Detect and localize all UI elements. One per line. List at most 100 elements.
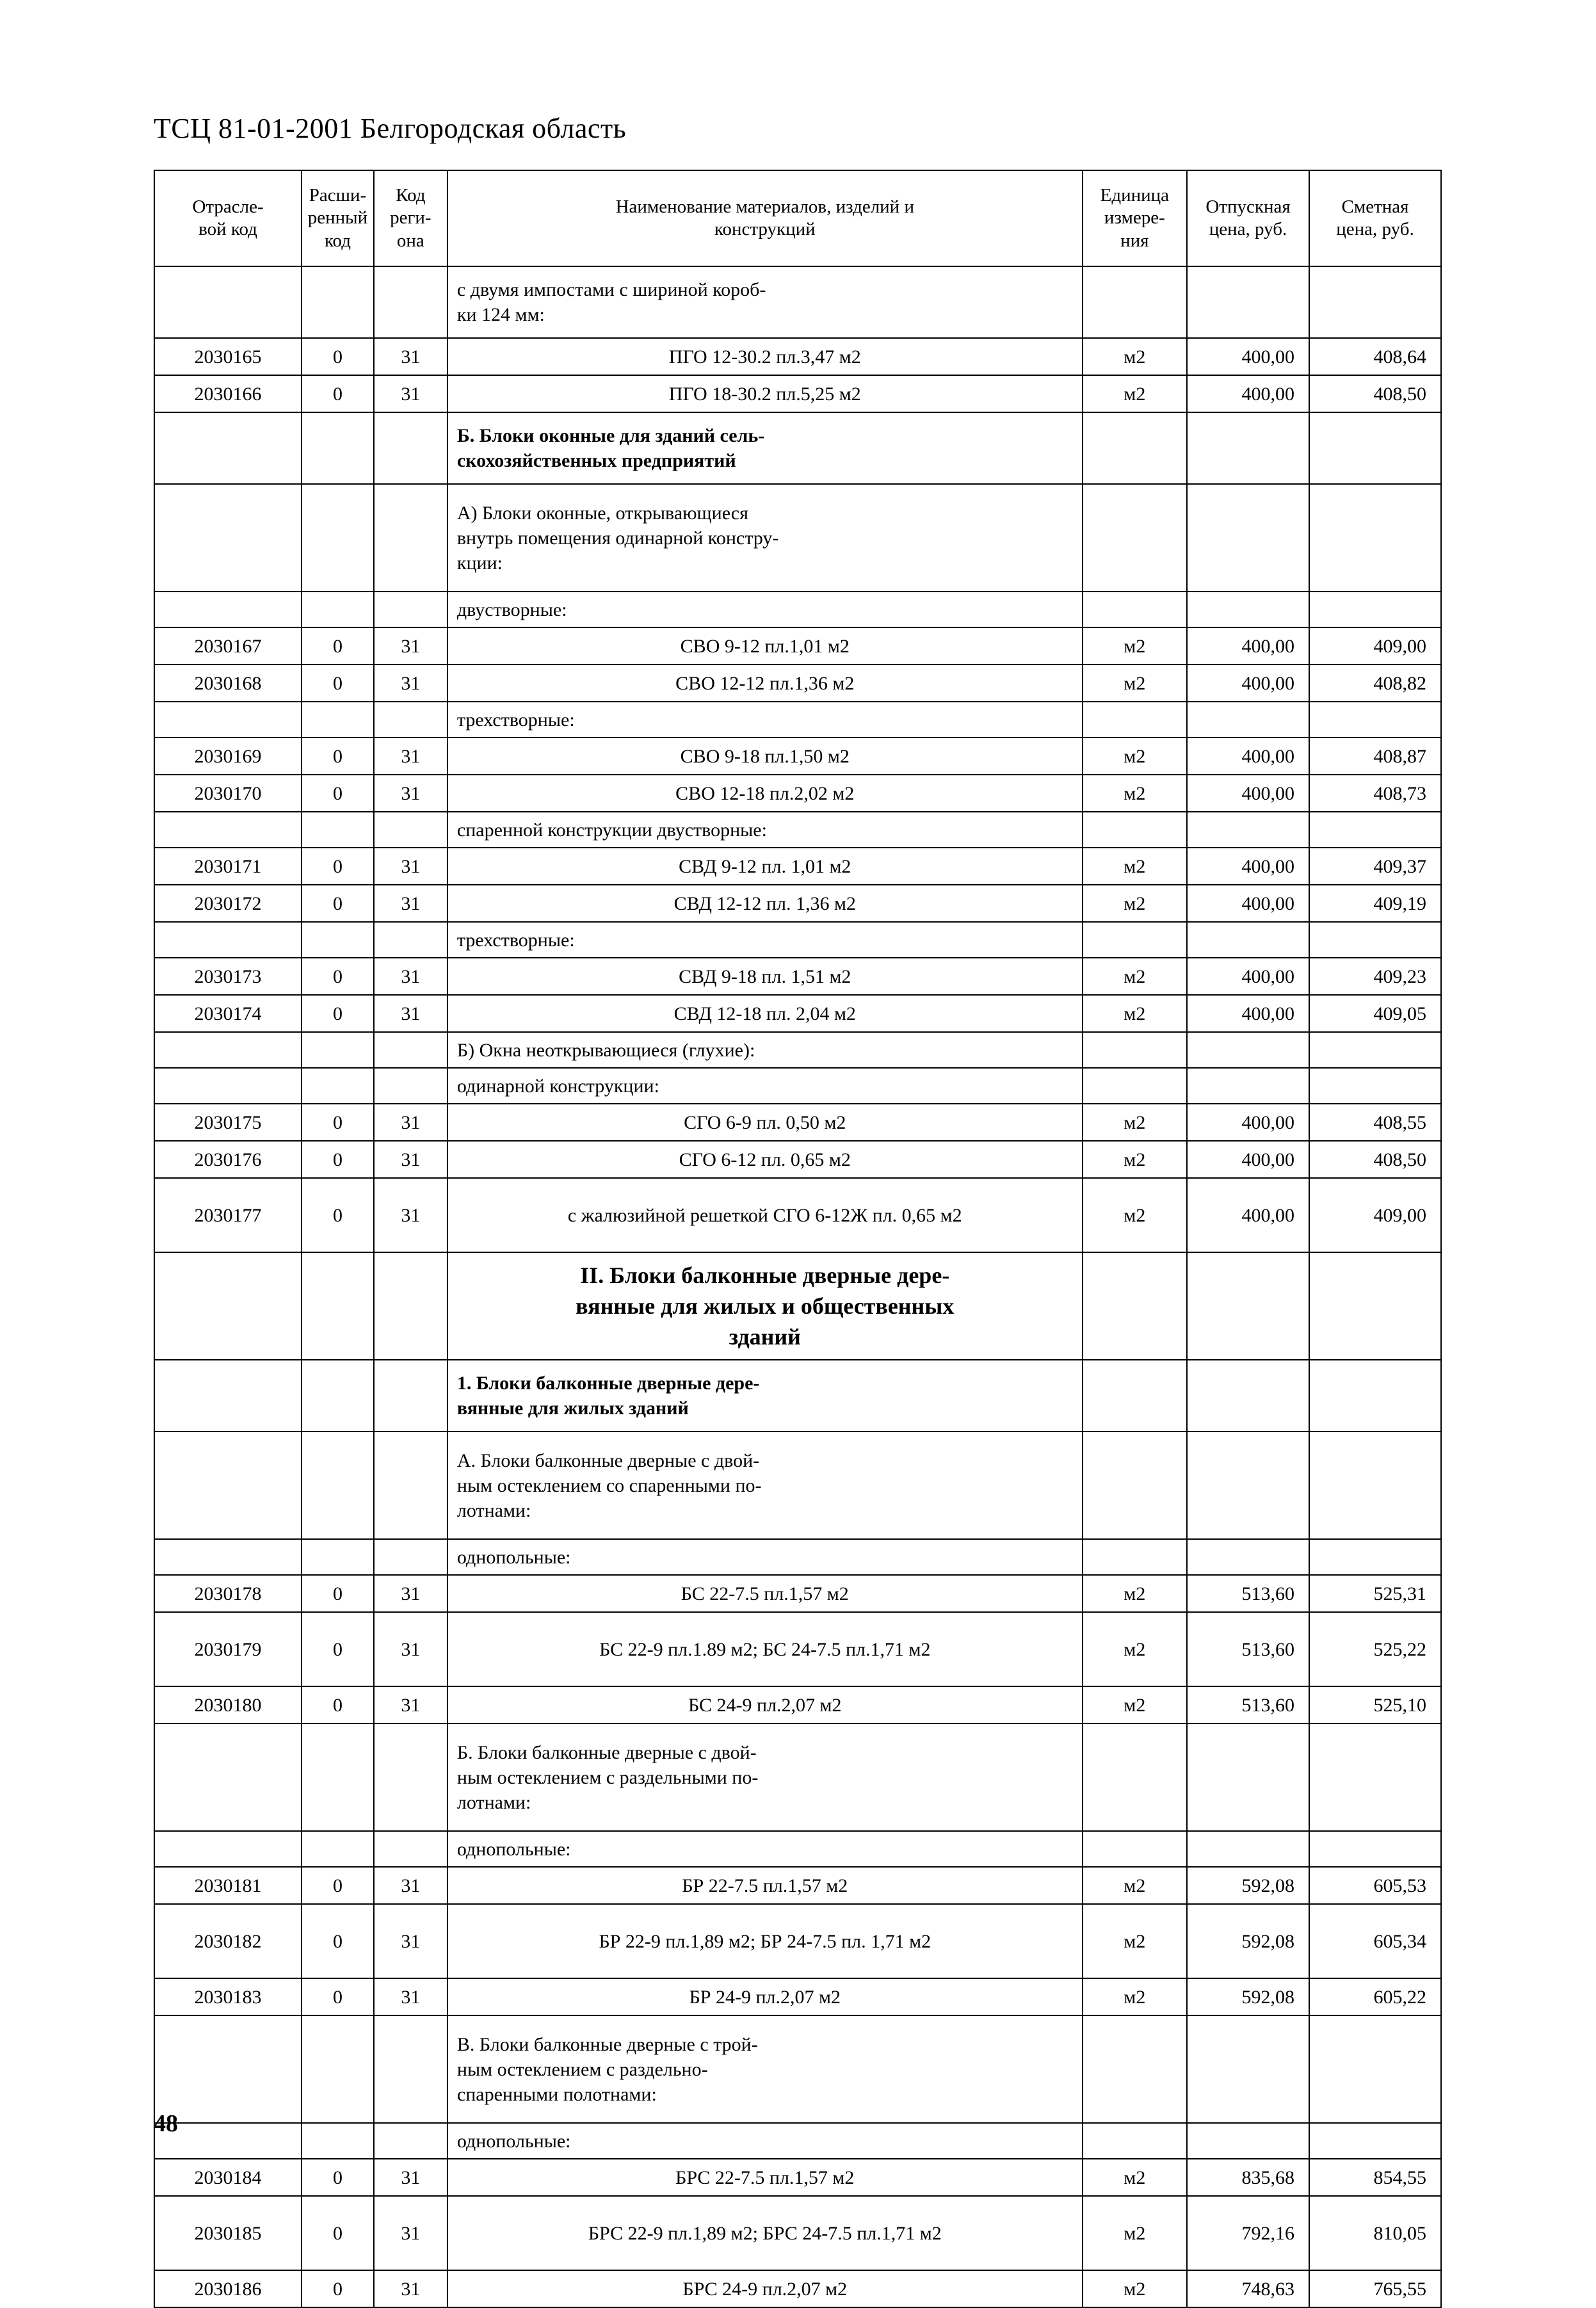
cell-region-code [373,1830,448,1868]
column-header-industry-code: Отрасле-вой код [153,170,303,267]
table-row: 2030173 0 31 СВД 9-18 пл. 1,51 м2 м2 400,00 40… [153,957,1442,996]
cell-unit: м2 [1081,1574,1188,1613]
cell-unit [1081,266,1188,339]
cell-unit: м2 [1081,1177,1188,1253]
table-row: 2030177 0 31 с жалюзийной решеткой СГО 6-12… [153,1177,1442,1253]
cell-region-code: 31 [373,664,448,702]
cell-unit: м2 [1081,375,1188,413]
table-row: 2030186 0 31 БРС 24-9 пл.2,07 м2 м2 748,63 765… [153,2270,1442,2308]
table-row: 2030171 0 31 СВД 9-12 пл. 1,01 м2 м2 400,00 40… [153,847,1442,885]
cell-release-price: 400,00 [1186,994,1310,1033]
cell-industry-code [153,412,303,485]
cell-unit [1081,1538,1188,1576]
cell-name: Б) Окна неоткрывающиеся (глухие): [446,1031,1083,1069]
cell-extended-code [301,1031,375,1069]
cell-industry-code [153,701,303,738]
cell-unit: м2 [1081,2158,1188,2197]
cell-estimate-price: 525,10 [1309,1686,1442,1724]
cell-extended-code: 0 [301,957,375,996]
cell-name: СВО 12-12 пл.1,36 м2 [446,664,1083,702]
cell-estimate-price: 409,05 [1309,994,1442,1033]
table-row: 2030174 0 31 СВД 12-18 пл. 2,04 м2 м2 400,00 4… [153,994,1442,1033]
cell-release-price: 400,00 [1186,1177,1310,1253]
table-row: А. Блоки балконные дверные с двой-ным ос… [153,1431,1442,1540]
cell-extended-code: 0 [301,737,375,775]
cell-release-price: 835,68 [1186,2158,1310,2197]
cell-release-price: 400,00 [1186,774,1310,812]
cell-region-code: 31 [373,1686,448,1724]
cell-release-price [1186,1431,1310,1540]
cell-extended-code [301,2122,375,2159]
cell-name: БС 22-9 пл.1.89 м2; БС 24-7.5 пл.1,71 м2 [446,1611,1083,1687]
cell-extended-code [301,412,375,485]
table-row: Б. Блоки балконные дверные с двой-ным ос… [153,1723,1442,1832]
table-row: 2030170 0 31 СВО 12-18 пл.2,02 м2 м2 400,00 40… [153,774,1442,812]
cell-industry-code [153,591,303,628]
cell-estimate-price [1309,1830,1442,1868]
column-header-name: Наименование материалов, изделий и констр… [446,170,1083,267]
cell-industry-code [153,811,303,848]
cell-extended-code: 0 [301,774,375,812]
cell-name: БРС 22-7.5 пл.1,57 м2 [446,2158,1083,2197]
cell-estimate-price [1309,921,1442,958]
cell-name: СВД 12-12 пл. 1,36 м2 [446,884,1083,923]
table-row: 2030169 0 31 СВО 9-18 пл.1,50 м2 м2 400,00 408… [153,737,1442,775]
cell-estimate-price: 409,19 [1309,884,1442,923]
cell-extended-code: 0 [301,884,375,923]
cell-estimate-price [1309,1538,1442,1576]
table-row: 2030167 0 31 СВО 9-12 пл.1,01 м2 м2 400,00 409… [153,627,1442,665]
cell-release-price [1186,921,1310,958]
table-header-row: Отрасле-вой код Расши-ренный код Код реги-… [153,170,1442,267]
cell-extended-code: 0 [301,664,375,702]
cell-unit: м2 [1081,737,1188,775]
table-row: трехстворные: [153,921,1442,958]
cell-estimate-price [1309,1431,1442,1540]
table-row: 2030181 0 31 БР 22-7.5 пл.1,57 м2 м2 592,08 60… [153,1866,1442,1905]
cell-release-price: 400,00 [1186,847,1310,885]
cell-name: Б. Блоки балконные дверные с двой-ным ос… [446,1723,1083,1832]
cell-industry-code [153,1538,303,1576]
cell-extended-code [301,2015,375,2124]
cell-extended-code [301,483,375,592]
cell-unit [1081,1723,1188,1832]
cell-release-price [1186,2122,1310,2159]
cell-extended-code: 0 [301,2195,375,2271]
cell-extended-code: 0 [301,1140,375,1179]
cell-estimate-price: 409,00 [1309,627,1442,665]
cell-region-code [373,701,448,738]
cell-industry-code: 2030184 [153,2158,303,2197]
table-header: Отрасле-вой код Расши-ренный код Код реги-… [153,170,1442,267]
table-row: II. Блоки балконные дверные дере-вянные … [153,1252,1442,1360]
column-header-unit: Единица измере-ния [1081,170,1188,267]
table-row: с двумя импостами с шириной короб-ки 124… [153,266,1442,339]
cell-industry-code [153,1067,303,1104]
cell-industry-code: 2030173 [153,957,303,996]
cell-estimate-price: 408,50 [1309,375,1442,413]
cell-unit [1081,811,1188,848]
cell-extended-code [301,591,375,628]
cell-release-price [1186,483,1310,592]
cell-unit: м2 [1081,627,1188,665]
cell-industry-code: 2030169 [153,737,303,775]
cell-extended-code: 0 [301,1611,375,1687]
cell-extended-code [301,1830,375,1868]
cell-region-code [373,1723,448,1832]
cell-name: II. Блоки балконные дверные дере-вянные … [446,1252,1083,1360]
cell-industry-code [153,2015,303,2124]
cell-region-code [373,412,448,485]
cell-estimate-price: 605,53 [1309,1866,1442,1905]
table-row: спаренной конструкции двустворные: [153,811,1442,848]
cell-industry-code [153,1723,303,1832]
cell-name: БР 22-9 пл.1,89 м2; БР 24-7.5 пл. 1,71 м… [446,1903,1083,1979]
cell-release-price [1186,1067,1310,1104]
cell-unit [1081,701,1188,738]
cell-name: однопольные: [446,1830,1083,1868]
cell-unit [1081,483,1188,592]
cell-industry-code [153,1359,303,1432]
cell-name: БР 24-9 пл.2,07 м2 [446,1978,1083,2016]
table-row: 2030172 0 31 СВД 12-12 пл. 1,36 м2 м2 400,00 4… [153,884,1442,923]
cell-extended-code [301,701,375,738]
cell-estimate-price: 409,37 [1309,847,1442,885]
cell-unit: м2 [1081,1866,1188,1905]
table-row: трехстворные: [153,701,1442,738]
